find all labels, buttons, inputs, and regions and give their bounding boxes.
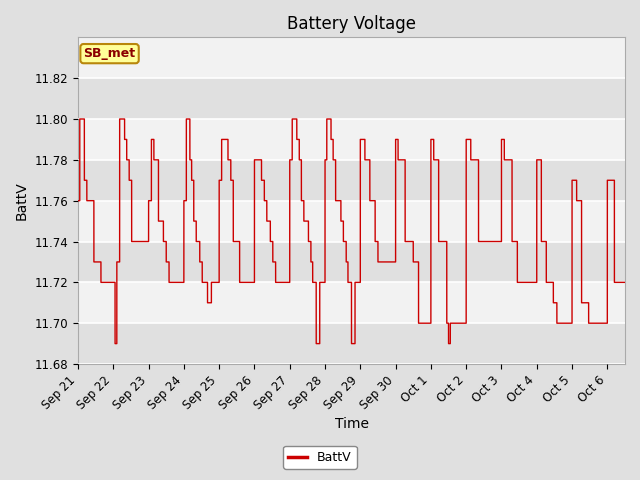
Bar xyxy=(78,241,625,282)
X-axis label: Time: Time xyxy=(335,418,369,432)
Bar xyxy=(78,160,625,201)
Bar xyxy=(78,323,625,364)
Title: Battery Voltage: Battery Voltage xyxy=(287,15,416,33)
Y-axis label: BattV: BattV xyxy=(15,181,29,220)
Bar xyxy=(78,78,625,119)
Text: SB_met: SB_met xyxy=(83,47,136,60)
Legend: BattV: BattV xyxy=(284,446,356,469)
